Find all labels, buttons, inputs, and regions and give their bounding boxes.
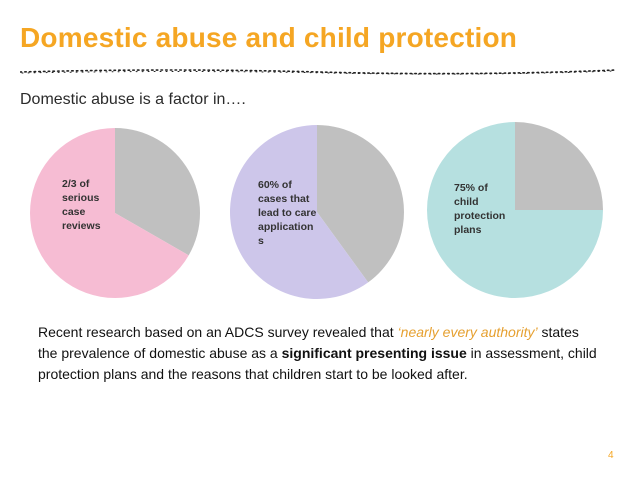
pie-slice-3-share xyxy=(427,122,603,298)
pie-chart-3 xyxy=(427,122,603,298)
pie-chart-2 xyxy=(230,125,405,299)
pie-slice-2-share xyxy=(230,125,369,299)
slide-title: Domestic abuse and child protection xyxy=(20,22,518,53)
page-number: 4 xyxy=(608,450,614,461)
pie-chart-1 xyxy=(29,127,201,298)
body-text-part2: states the prevalence of domestic abuse … xyxy=(38,324,579,361)
pie-slice-2-remainder xyxy=(317,125,405,283)
pie-label-child-protection-plans: 75% of child protection plans xyxy=(454,182,506,236)
pie-slice-1-remainder xyxy=(115,128,201,256)
body-text-part1: Recent research based on an ADCS survey … xyxy=(38,324,398,340)
slide-subtitle: Domestic abuse is a factor in…. xyxy=(20,91,246,108)
pie-slice-3-remainder xyxy=(515,122,603,210)
body-quote: ‘nearly every authority’ xyxy=(397,324,538,340)
pie-label-serious-case-reviews: 2/3 of serious case reviews xyxy=(62,178,101,232)
dotted-divider xyxy=(20,69,616,75)
pie-label-care-applications: 60% of cases that lead to care applicati… xyxy=(258,179,317,247)
body-bold: significant presenting issue xyxy=(281,345,467,361)
body-paragraph: Recent research based on an ADCS survey … xyxy=(38,322,598,385)
body-text-part3: in assessment, child protection plans an… xyxy=(38,345,597,382)
pie-slice-1-share xyxy=(29,127,189,298)
